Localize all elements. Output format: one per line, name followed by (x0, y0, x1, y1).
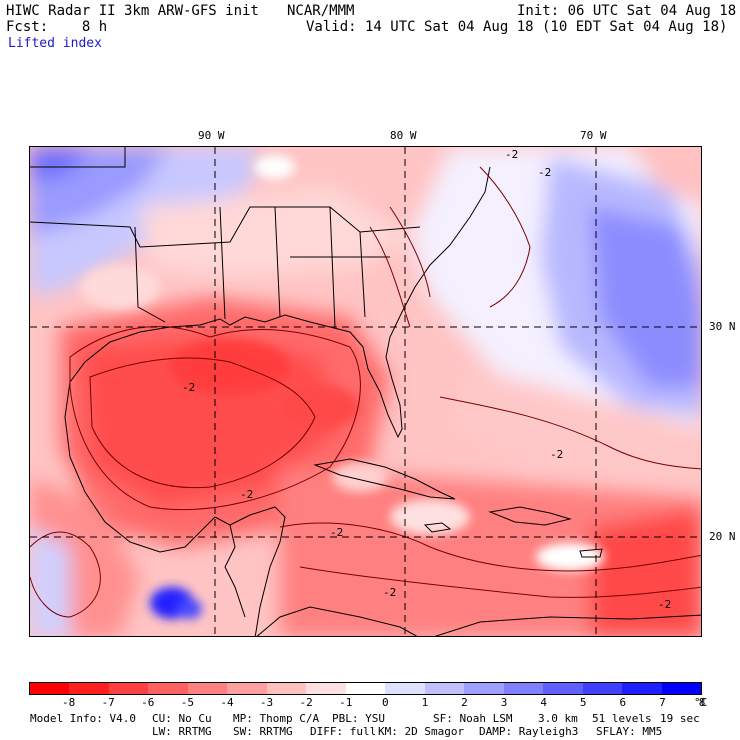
colorbar-tick-label: 1 (421, 696, 429, 709)
info-sf: SF: Noah LSM (433, 712, 513, 725)
organization-label: NCAR/MMM (287, 3, 355, 19)
colorbar-tick-label: -4 (220, 696, 234, 709)
colorbar-swatch (543, 683, 583, 694)
info-km: KM: 2D Smagor (378, 725, 465, 738)
map-canvas (30, 147, 701, 636)
colorbar-tick-label: 5 (579, 696, 587, 709)
graticule (30, 147, 701, 636)
contour-label: -2 (658, 598, 672, 611)
info-levels: 51 levels (592, 712, 652, 725)
colorbar-swatch (464, 683, 504, 694)
info-sw: SW: RRTMG (233, 725, 293, 738)
colorbar-tick-label: 3 (500, 696, 508, 709)
info-mp: MP: Thomp C/A (233, 712, 320, 725)
colorbar-tick-label: -1 (339, 696, 353, 709)
field-shading (30, 147, 701, 636)
contour-label: -2 (182, 381, 196, 394)
lifted-index-map: -2 -2 -2 -2 -2 -2 -2 -2 (29, 146, 702, 637)
info-model: Model Info: V4.0 (30, 712, 136, 725)
colorbar-swatch (227, 683, 267, 694)
model-title: HIWC Radar II 3km ARW-GFS init (6, 3, 259, 19)
colorbar-tick-label: 2 (461, 696, 468, 709)
lat-label-30n: 30 N (709, 320, 736, 333)
contour-label: -2 (240, 488, 254, 501)
colorbar-tick-label: -6 (141, 696, 155, 709)
init-time: Init: 06 UTC Sat 04 Aug 18 (517, 3, 737, 19)
colorbar-tick-label: -8 (61, 696, 76, 709)
contour-label: -2 (505, 148, 519, 161)
contour-label: -2 (550, 448, 564, 461)
contours (30, 166, 701, 618)
colorbar-swatch (345, 683, 386, 694)
colorbar-swatch (661, 683, 701, 694)
colorbar-swatch (503, 683, 544, 694)
info-pbl: PBL: YSU (332, 712, 385, 725)
colorbar-tick-label: 8 (698, 696, 706, 709)
info-diff: DIFF: full (310, 725, 377, 738)
colorbar-swatch (306, 683, 346, 694)
colorbar (29, 682, 702, 695)
colorbar-tick-label: 7 (659, 696, 666, 709)
contour-label: -2 (330, 526, 344, 539)
colorbar-tick-label: -3 (259, 696, 274, 709)
info-cu: CU: No Cu (152, 712, 212, 725)
colorbar-swatch (30, 683, 70, 694)
valid-time: Valid: 14 UTC Sat 04 Aug 18 (10 EDT Sat … (306, 19, 728, 35)
colorbar-tick-label: -5 (180, 696, 194, 709)
lon-label-80w: 80 W (390, 129, 417, 142)
colorbar-swatch (108, 683, 149, 694)
info-timestep: 19 sec (660, 712, 700, 725)
colorbar-swatch (622, 683, 662, 694)
lon-label-70w: 70 W (580, 129, 607, 142)
colorbar-swatch (266, 683, 307, 694)
colorbar-swatch (69, 683, 109, 694)
lat-label-20n: 20 N (709, 530, 736, 543)
colorbar-tick-label: -7 (101, 696, 115, 709)
info-damp: DAMP: Rayleigh3 (479, 725, 579, 738)
field-name: Lifted index (8, 36, 102, 51)
colorbar-tick-label: -2 (299, 696, 313, 709)
info-lw: LW: RRTMG (152, 725, 212, 738)
lon-label-90w: 90 W (198, 129, 225, 142)
colorbar-swatch (385, 683, 425, 694)
contour-label: -2 (538, 166, 552, 179)
colorbar-swatch (424, 683, 465, 694)
info-resolution: 3.0 km (538, 712, 578, 725)
colorbar-tick-label: 4 (540, 696, 547, 709)
colorbar-tick-label: 6 (619, 696, 627, 709)
contour-label: -2 (383, 586, 397, 599)
colorbar-swatch (187, 683, 228, 694)
colorbar-swatch (148, 683, 188, 694)
forecast-hour: Fcst: 8 h (6, 19, 108, 35)
coastlines (30, 147, 701, 636)
colorbar-swatch (582, 683, 623, 694)
colorbar-tick-label: 0 (381, 696, 389, 709)
colorbar-unit: °C (694, 696, 708, 709)
info-sflay: SFLAY: MM5 (596, 725, 663, 738)
